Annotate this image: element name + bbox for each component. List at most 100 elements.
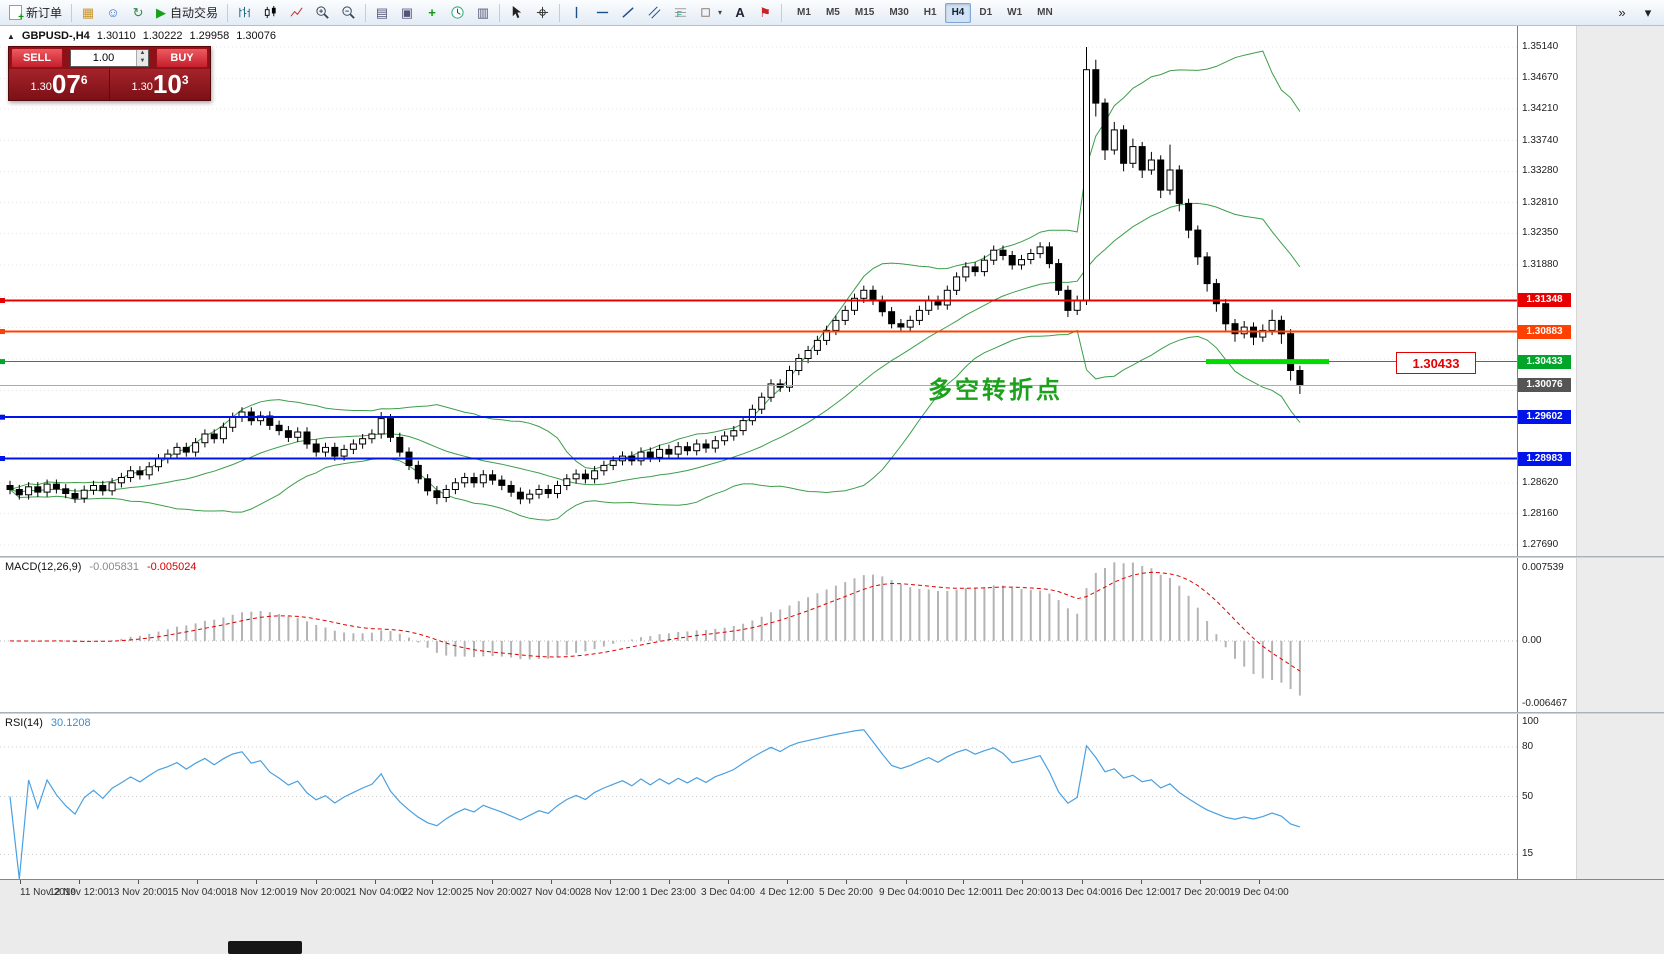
main-chart-canvas[interactable] — [0, 26, 1517, 556]
arrows-button[interactable]: ⚑ — [753, 2, 777, 24]
bar-chart-icon — [239, 6, 250, 18]
horizontal-line-icon — [596, 11, 609, 14]
timeframe-h1-button[interactable]: H1 — [917, 3, 944, 23]
cursor-icon — [512, 5, 522, 19]
caret-down-icon: ▾ — [718, 7, 723, 17]
text-icon: A — [735, 4, 745, 20]
timeframe-m30-button[interactable]: M30 — [882, 3, 915, 23]
rsi-scale-label: 50 — [1522, 791, 1534, 802]
horizontal-line-button[interactable] — [590, 2, 615, 24]
price-tick-label: 1.33280 — [1522, 165, 1559, 176]
toolbar-options-button[interactable]: ▾ — [1636, 2, 1660, 24]
templates-button[interactable]: ▥ — [471, 2, 495, 24]
sell-price-prefix: 1.30 — [30, 81, 52, 93]
macd-panel-canvas[interactable] — [0, 558, 1517, 712]
tile-windows-button[interactable]: ▤ — [370, 2, 394, 24]
macd-scale-zero: 0.00 — [1522, 635, 1542, 646]
rsi-title: RSI(14) — [5, 717, 43, 729]
hline-handle[interactable] — [0, 414, 5, 420]
bar-chart-type-button[interactable] — [232, 2, 257, 24]
hline-handle[interactable] — [0, 359, 5, 365]
hline-handle[interactable] — [0, 298, 5, 303]
rsi-value: 30.1208 — [50, 717, 91, 729]
profile-icon: ☺ — [106, 4, 120, 20]
time-label: 13 Nov 20:00 — [108, 887, 168, 898]
cursor-button[interactable] — [504, 2, 529, 24]
price-tick-label: 1.35140 — [1522, 41, 1559, 52]
buy-price-big: 10 — [152, 69, 182, 99]
autotrading-button[interactable]: ▶ 自动交易 — [151, 2, 223, 24]
rsi-panel-canvas[interactable] — [0, 714, 1517, 879]
sell-price-button[interactable]: 1.30 07 6 — [9, 69, 109, 100]
timeframe-m1-button[interactable]: M1 — [790, 3, 818, 23]
new-order-icon — [9, 5, 24, 23]
macd-main-value: -0.005831 — [89, 561, 139, 573]
toolbar-separator — [499, 3, 501, 22]
crosshair-button[interactable] — [530, 2, 555, 24]
time-label: 11 Dec 20:00 — [992, 887, 1052, 898]
trade-panel-toggle-icon[interactable]: ▲ — [7, 31, 15, 41]
volume-down-button[interactable]: ▼ — [137, 58, 148, 66]
price-tick-label: 1.34670 — [1522, 72, 1559, 83]
time-tick — [197, 880, 198, 884]
time-tick — [906, 880, 907, 884]
timeframe-m15-button[interactable]: M15 — [848, 3, 881, 23]
buy-price-button[interactable]: 1.30 10 3 — [109, 69, 210, 100]
timeframe-d1-button[interactable]: D1 — [972, 3, 999, 23]
main-toolbar: 新订单 ▦ ☺ ↻ ▶ 自动交易 ▤ ▣ + ▥ — [0, 0, 1664, 26]
cascade-windows-icon: ▣ — [400, 4, 414, 20]
text-button[interactable]: A — [728, 2, 752, 24]
refresh-button[interactable]: ↻ — [126, 2, 150, 24]
new-order-button[interactable]: 新订单 — [4, 2, 67, 24]
buy-button[interactable]: BUY — [156, 48, 208, 68]
rsi-scale-label: 15 — [1522, 848, 1534, 859]
panel-splitter[interactable] — [0, 556, 1664, 558]
charts-button[interactable]: ▦ — [76, 2, 100, 24]
time-tick — [1082, 880, 1083, 884]
template-icon: ▥ — [476, 4, 490, 20]
trendline-button[interactable] — [616, 2, 641, 24]
time-label: 10 Dec 12:00 — [933, 887, 993, 898]
navigator-button[interactable]: ☺ — [101, 2, 125, 24]
timeframe-h4-button[interactable]: H4 — [944, 2, 972, 23]
hline-handle[interactable] — [0, 329, 5, 334]
timeframe-mn-button[interactable]: MN — [1030, 3, 1060, 23]
volume-up-button[interactable]: ▲ — [137, 50, 148, 58]
bar-high-value: 1.30222 — [142, 30, 183, 42]
sell-price-sup: 6 — [80, 73, 88, 87]
time-tick — [316, 880, 317, 884]
symbol-header: ▲ GBPUSD-,H4 1.30110 1.30222 1.29958 1.3… — [7, 30, 276, 42]
sell-button[interactable]: SELL — [11, 48, 63, 68]
hline-handle[interactable] — [0, 456, 5, 461]
vertical-line-button[interactable] — [564, 2, 589, 24]
periods-button[interactable] — [445, 2, 470, 24]
panel-splitter[interactable] — [0, 712, 1664, 714]
macd-signal-line — [9, 571, 1301, 672]
shapes-button[interactable]: ▾ — [694, 2, 727, 24]
candlestick-icon — [264, 5, 276, 19]
toolbar-overflow-button[interactable]: » — [1610, 2, 1634, 24]
timeframe-m5-button[interactable]: M5 — [819, 3, 847, 23]
indicators-button[interactable]: + — [420, 2, 444, 24]
macd-scale-top: 0.007539 — [1522, 562, 1564, 573]
rsi-line — [9, 729, 1301, 879]
right-gutter — [1576, 26, 1664, 879]
zoom-in-button[interactable] — [310, 2, 335, 24]
timeframe-w1-button[interactable]: W1 — [1000, 3, 1029, 23]
line-chart-type-button[interactable] — [284, 2, 309, 24]
taskbar-sliver — [228, 941, 302, 954]
highlight-segment[interactable] — [1206, 359, 1329, 365]
channel-button[interactable] — [642, 2, 667, 24]
volume-input[interactable] — [71, 50, 136, 66]
time-label: 27 Nov 04:00 — [521, 887, 581, 898]
price-flag: 1.30433 — [1518, 355, 1571, 369]
time-label: 1 Dec 23:00 — [642, 887, 696, 898]
fibonacci-button[interactable]: F — [668, 2, 693, 24]
price-flag: 1.29602 — [1518, 410, 1571, 424]
price-axis[interactable]: 1.35140 1.34670 1.34210 1.33740 1.33280 1.328… — [1518, 26, 1576, 879]
cascade-windows-button[interactable]: ▣ — [395, 2, 419, 24]
time-tick — [1200, 880, 1201, 884]
zoom-out-button[interactable] — [336, 2, 361, 24]
toolbar-right-group: » ▾ — [1610, 2, 1660, 24]
candlestick-chart-type-button[interactable] — [258, 2, 283, 24]
